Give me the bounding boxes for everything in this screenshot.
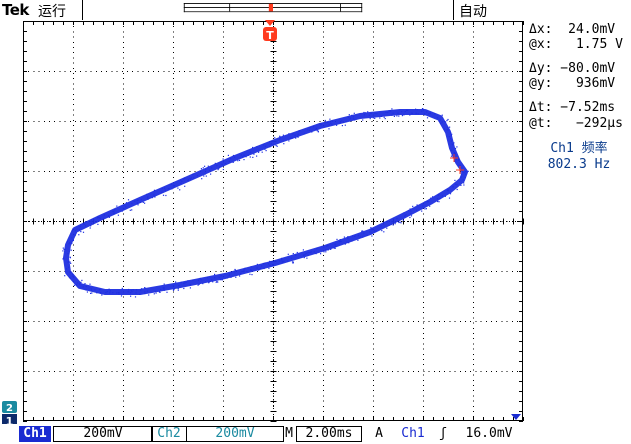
xy-trace <box>62 108 469 298</box>
ch1-label[interactable]: Ch1 <box>19 426 51 442</box>
divider <box>82 0 83 20</box>
timebase-label: M <box>285 426 293 441</box>
waveform-display[interactable]: T <box>20 20 526 422</box>
graticule-grid <box>23 21 524 422</box>
divider <box>453 0 454 20</box>
at-t-readout: @t: −292µs <box>529 116 623 131</box>
trigger-level[interactable]: 16.0mV <box>465 426 513 441</box>
trigger-slope-icon[interactable]: ʃ <box>439 426 447 441</box>
ch1-vertical-scale[interactable]: 200mV <box>53 426 153 442</box>
frequency-label: Ch1 频率 <box>550 141 608 156</box>
cursor-readout-panel: Δx: 24.0mV @x: 1.75 V Δy: −80.0mV @y: 93… <box>527 20 631 420</box>
delta-x-readout: Δx: 24.0mV <box>529 22 616 37</box>
ch2-vertical-scale[interactable]: 200mV <box>186 426 284 442</box>
trigger-marker-label: T <box>266 29 274 42</box>
delta-t-readout: Δt: −7.52ms <box>529 100 616 115</box>
record-memory-bracket <box>183 3 363 13</box>
at-x-readout: @x: 1.75 V <box>529 37 623 52</box>
trigger-label: A <box>375 426 383 441</box>
trigger-position-marker[interactable]: T <box>263 20 277 42</box>
brand-logo: Tek <box>2 1 29 19</box>
ch2-marker-label: 2 <box>6 403 13 414</box>
trigger-source[interactable]: Ch1 <box>401 426 425 441</box>
timebase-scale[interactable]: 2.00ms <box>296 426 362 442</box>
delta-y-readout: Δy: −80.0mV <box>529 61 616 76</box>
ch2-label[interactable]: Ch2 <box>151 426 187 442</box>
acquisition-mode: 自动 <box>459 4 487 20</box>
graticule: T <box>23 20 524 422</box>
at-y-readout: @y: 936mV <box>529 76 616 91</box>
top-status-bar: Tek 运行 自动 <box>0 0 631 20</box>
ch2-ground-marker[interactable]: 2 <box>1 400 19 414</box>
trigger-level-arrow[interactable] <box>511 414 521 420</box>
ch1-marker-label: 1 <box>6 415 14 428</box>
bottom-status-bar: Ch1 200mV Ch2 200mV M 2.00ms A Ch1 ʃ 16.… <box>0 424 631 444</box>
frequency-value: 802.3 Hz <box>547 157 611 172</box>
run-status: 运行 <box>38 4 66 20</box>
